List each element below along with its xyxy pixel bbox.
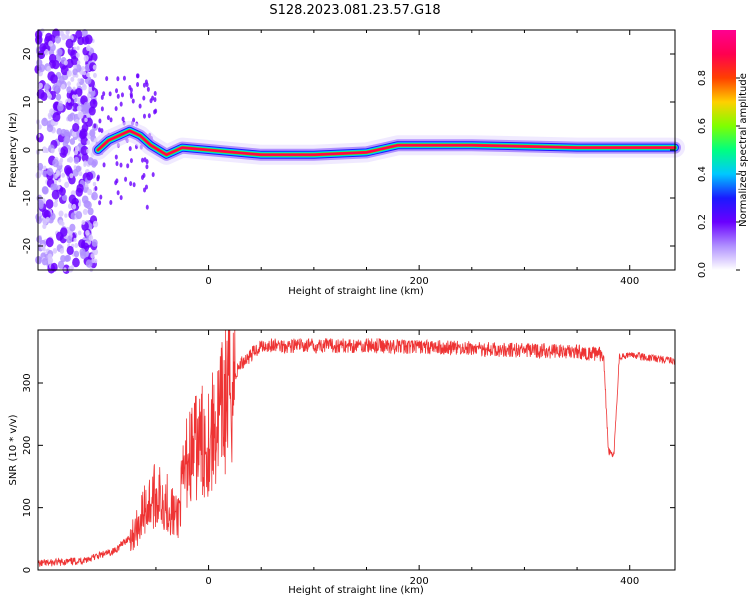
spectrogram-panel: 0 200 400 -20 -10 0 10 20 Height of straight l… [8, 28, 685, 297]
x-tick-label: 0 [205, 576, 211, 587]
y-tick-label: 20 [22, 48, 33, 61]
y-tick: -20 [22, 238, 675, 254]
y-tick-label: -20 [22, 238, 33, 254]
snr-x-axis-label: Height of straight line (km) [288, 585, 424, 596]
y-tick-label: 0 [22, 567, 33, 573]
snr-background [38, 330, 675, 570]
x-tick: 200 [410, 330, 429, 587]
y-tick: 200 [22, 436, 675, 455]
y-tick-label: 0 [22, 147, 33, 153]
x-tick: 200 [410, 30, 429, 287]
colorbar-tick-label: 0.2 [697, 214, 708, 230]
snr-x-ticks: 0 200 400 [155, 330, 639, 587]
spectrogram-x-ticks: 0 200 400 [155, 30, 639, 287]
y-tick: 0 [22, 567, 675, 573]
snr-y-axis-label: SNR (10 * v/v) [8, 414, 19, 485]
y-tick: -10 [22, 190, 675, 206]
spectrogram-y-axis-label: Frequency (Hz) [8, 112, 19, 188]
y-tick-label: 100 [22, 498, 33, 517]
colorbar-tick-label: 0.6 [697, 118, 708, 134]
x-tick-label: 0 [205, 276, 211, 287]
snr-y-ticks: 0 100 200 300 [22, 373, 675, 573]
y-tick: 100 [22, 498, 675, 517]
colorbar-tick-label: 0.0 [697, 262, 708, 278]
y-tick-label: 200 [22, 436, 33, 455]
y-tick: 10 [22, 96, 675, 109]
y-tick: 300 [22, 373, 675, 393]
colorbar-label: Normalized spectral amplitude [738, 73, 749, 227]
x-tick-label: 400 [620, 576, 639, 587]
spectrogram-noise [34, 28, 158, 275]
y-tick-label: 10 [22, 96, 33, 109]
x-tick: 400 [620, 330, 639, 587]
y-tick: 20 [22, 48, 675, 61]
colorbar-ticks: 0.0 0.2 0.4 0.6 0.8 [697, 70, 740, 278]
x-tick-label: 400 [620, 276, 639, 287]
colorbar: 0.0 0.2 0.4 0.6 0.8 Normalized spectral ampl… [697, 30, 749, 278]
x-tick: 400 [620, 30, 639, 287]
x-tick-label: 200 [410, 276, 429, 287]
y-tick-label: 300 [22, 373, 33, 392]
figure-title: S128.2023.081.23.57.G18 [269, 3, 440, 18]
colorbar-gradient [712, 30, 736, 270]
x-tick: 0 [205, 30, 212, 287]
spectrogram-ridge [88, 120, 685, 165]
x-tick-label: 200 [410, 576, 429, 587]
snr-frame [37, 329, 676, 571]
colorbar-tick-label: 0.4 [697, 166, 708, 182]
snr-series-line [37, 329, 676, 568]
spectrogram-y-ticks: -20 -10 0 10 20 [22, 48, 675, 254]
spectrogram-x-axis-label: Height of straight line (km) [288, 286, 424, 297]
snr-panel: 0 200 400 0 100 200 300 Height of straight li… [8, 329, 676, 596]
x-tick: 0 [205, 330, 212, 587]
colorbar-tick-label: 0.8 [697, 70, 708, 86]
y-tick: 0 [22, 147, 675, 153]
y-tick-label: -10 [22, 190, 33, 206]
